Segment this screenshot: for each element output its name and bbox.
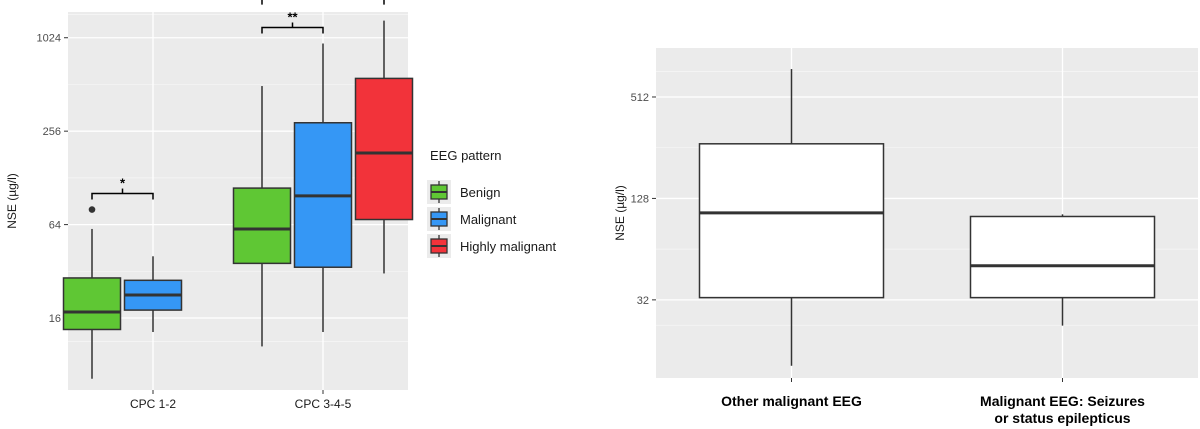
legend-title: EEG pattern bbox=[430, 148, 502, 163]
box-benign bbox=[232, 86, 292, 347]
significance-bracket: *** bbox=[261, 0, 385, 5]
x-category-label: or status epilepticus bbox=[994, 410, 1130, 426]
legend-key bbox=[427, 180, 451, 204]
legend-label: Highly malignant bbox=[460, 239, 556, 254]
box-iqr bbox=[698, 143, 885, 299]
box-iqr bbox=[969, 215, 1156, 299]
x-category-label: Malignant EEG: Seizures bbox=[980, 393, 1145, 409]
legend-key bbox=[427, 234, 451, 258]
box-iqr bbox=[62, 277, 122, 331]
bracket-line bbox=[91, 192, 154, 200]
y-tick-label: 64 bbox=[49, 220, 61, 232]
legend-label: Benign bbox=[460, 185, 500, 200]
y-tick-label: 1024 bbox=[37, 33, 61, 45]
y-axis-title: NSE (µg/l) bbox=[613, 185, 627, 241]
box-benign bbox=[62, 206, 122, 379]
legend-label: Malignant bbox=[460, 212, 517, 227]
significance-bracket: ** bbox=[261, 9, 324, 34]
box-category-0 bbox=[698, 69, 885, 366]
x-category-label: CPC 1-2 bbox=[130, 397, 176, 411]
x-category-label: Other malignant EEG bbox=[721, 393, 862, 409]
y-tick-label: 512 bbox=[631, 92, 649, 104]
bracket-line bbox=[261, 0, 385, 5]
y-tick-label: 128 bbox=[631, 193, 649, 205]
legend-key bbox=[427, 207, 451, 231]
legend: EEG pattern Benign Malignant Highly maligna… bbox=[427, 148, 556, 258]
box-iqr bbox=[354, 77, 414, 221]
outlier-point bbox=[88, 206, 96, 213]
y-axis-title: NSE (µg/l) bbox=[5, 173, 19, 229]
panel-2: 32 128 512 NSE (µg/l) Other malignant EEG Mal… bbox=[613, 48, 1198, 426]
significance-label: ** bbox=[287, 9, 298, 24]
y-tick-label: 32 bbox=[637, 295, 649, 307]
y-tick-label: 16 bbox=[49, 313, 61, 325]
y-tick-label: 256 bbox=[43, 126, 61, 138]
box-iqr bbox=[232, 187, 292, 265]
significance-label: * bbox=[120, 176, 126, 191]
box-malignant bbox=[123, 256, 183, 333]
box-highly-malignant bbox=[354, 20, 414, 274]
box-category-1 bbox=[969, 214, 1156, 326]
box-malignant bbox=[293, 43, 353, 333]
x-category-label: CPC 3-4-5 bbox=[295, 397, 352, 411]
significance-bracket: * bbox=[91, 176, 154, 200]
